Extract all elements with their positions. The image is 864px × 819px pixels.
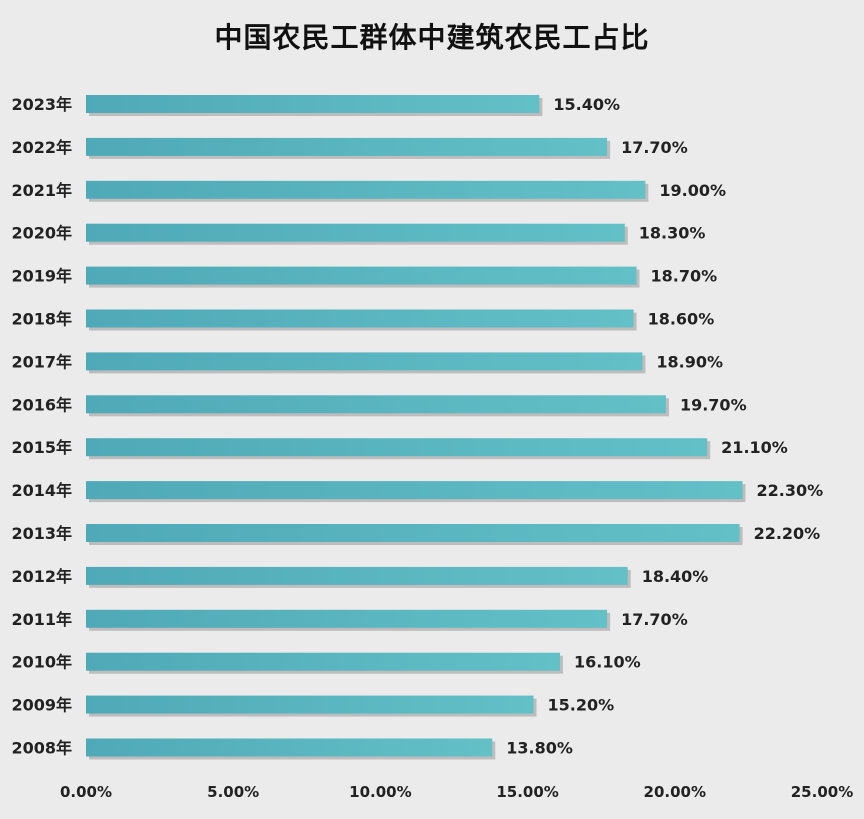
data-label: 22.30% [757,481,824,500]
x-tick-label: 0.00% [60,783,112,801]
bar [86,609,608,628]
bar [86,395,666,414]
data-label: 16.10% [574,653,641,672]
category-label: 2010年 [11,653,72,672]
category-label: 2013年 [11,524,72,543]
bar [86,738,493,757]
data-label: 17.70% [621,610,688,629]
category-label: 2017年 [11,352,72,371]
data-label: 18.40% [642,567,709,586]
data-label: 22.20% [754,524,821,543]
category-label: 2023年 [11,95,72,114]
category-label: 2009年 [11,696,72,715]
x-tick-label: 10.00% [349,783,411,801]
bar [86,309,634,328]
data-label: 19.70% [680,395,747,414]
category-label: 2014年 [11,481,72,500]
category-label: 2020年 [11,224,72,243]
data-label: 19.00% [659,181,726,200]
bar [86,180,646,199]
bar [86,266,637,285]
bar [86,223,625,242]
bar [86,566,628,585]
x-tick-label: 20.00% [644,783,706,801]
data-label: 15.20% [547,696,614,715]
data-label: 15.40% [553,95,620,114]
bar [86,524,740,542]
data-label: 18.70% [651,267,718,286]
bar [86,695,534,714]
category-label: 2008年 [11,739,72,758]
bar [86,95,540,113]
bar [86,481,743,500]
bar [86,652,560,671]
data-label: 18.30% [639,224,706,243]
data-label: 17.70% [621,138,688,157]
category-label: 2012年 [11,567,72,586]
x-tick-label: 5.00% [207,783,259,801]
data-label: 21.10% [721,438,788,457]
x-tick-label: 15.00% [496,783,558,801]
category-label: 2022年 [11,138,72,157]
data-label: 13.80% [506,739,573,758]
category-label: 2011年 [11,610,72,629]
category-label: 2019年 [11,267,72,286]
bar [86,352,643,371]
data-label: 18.90% [656,352,723,371]
category-label: 2015年 [11,438,72,457]
chart-title: 中国农民工群体中建筑农民工占比 [214,21,650,54]
bar [86,137,608,156]
category-label: 2018年 [11,310,72,329]
data-label: 18.60% [648,310,715,329]
x-tick-label: 25.00% [791,783,853,801]
category-label: 2021年 [11,181,72,200]
category-label: 2016年 [11,395,72,414]
bar [86,438,708,457]
